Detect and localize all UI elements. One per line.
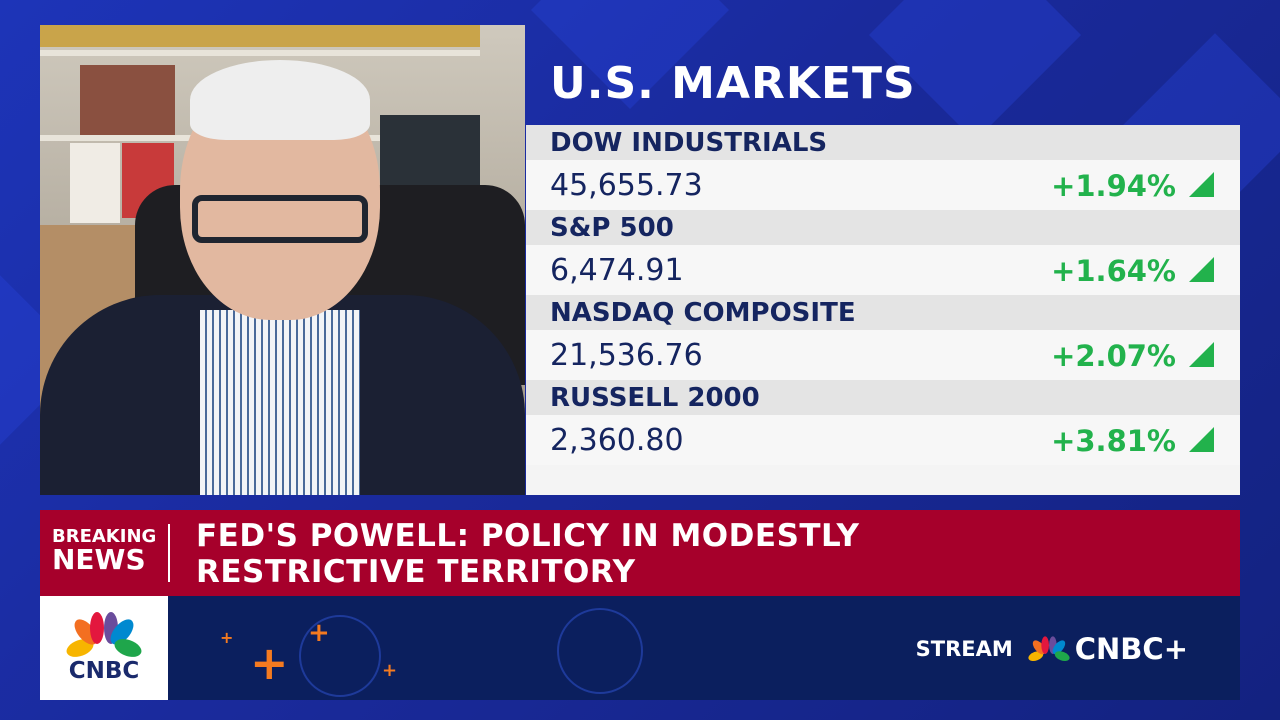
stream-promo: STREAM CNBC+ [916,632,1188,666]
lower-third: CNBC + + + + STREAM CNBC+ [40,596,1240,700]
peacock-icon [1028,636,1070,662]
market-value: 2,360.80 [550,423,684,458]
market-name: S&P 500 [526,210,1240,245]
market-row: S&P 500 6,474.91 +1.64% [526,210,1240,295]
up-triangle-icon [1189,172,1214,197]
divider [168,524,170,582]
breaking-news-banner: BREAKING NEWS FED'S POWELL: POLICY IN MO… [40,510,1240,596]
stream-label: STREAM [915,637,1013,661]
plus-decoration: + [250,636,289,690]
market-value: 6,474.91 [550,253,684,288]
book [380,115,480,185]
plus-decoration: + [308,618,330,648]
up-triangle-icon [1189,427,1214,452]
book-row [40,25,480,47]
background-pattern [299,608,643,697]
cnbc-logo: CNBC [40,596,168,700]
panel-title: U.S. MARKETS [550,58,916,109]
market-value-row: 21,536.76 +2.07% [526,330,1240,380]
market-name: RUSSELL 2000 [526,380,1240,415]
guest-video-feed [40,25,525,495]
breaking-label: BREAKING [52,526,157,547]
peacock-icon [66,612,142,657]
market-value: 21,536.76 [550,338,703,373]
up-triangle-icon [1189,257,1214,282]
market-value-row: 45,655.73 +1.94% [526,160,1240,210]
plus-decoration: + [382,660,398,681]
market-name: NASDAQ COMPOSITE [526,295,1240,330]
market-change: +1.94% [1051,169,1176,203]
plus-decoration: + [220,628,234,647]
cnbc-logo-text: CNBC [68,658,140,684]
market-value-row: 2,360.80 +3.81% [526,415,1240,465]
market-change: +2.07% [1051,339,1176,373]
up-triangle-icon [1189,342,1214,367]
guest-hair [190,60,370,140]
bookshelf [40,50,480,56]
market-row: RUSSELL 2000 2,360.80 +3.81% [526,380,1240,465]
book [80,65,175,135]
markets-table: DOW INDUSTRIALS 45,655.73 +1.94% S&P 500 … [526,125,1240,495]
shirt [200,310,360,495]
market-row: NASDAQ COMPOSITE 21,536.76 +2.07% [526,295,1240,380]
market-change: +1.64% [1051,254,1176,288]
market-row: DOW INDUSTRIALS 45,655.73 +1.94% [526,125,1240,210]
glasses [192,195,368,243]
book [70,143,120,223]
headline: FED'S POWELL: POLICY IN MODESTLY RESTRIC… [196,518,860,590]
news-label: NEWS [52,543,146,576]
cnbc-plus-text: CNBC+ [1074,632,1188,666]
breaking-news-label: BREAKING NEWS [52,528,156,574]
market-value-row: 6,474.91 +1.64% [526,245,1240,295]
market-value: 45,655.73 [550,168,703,203]
market-name: DOW INDUSTRIALS [526,125,1240,160]
cnbc-plus-logo: CNBC+ [1027,632,1188,666]
market-change: +3.81% [1051,424,1176,458]
